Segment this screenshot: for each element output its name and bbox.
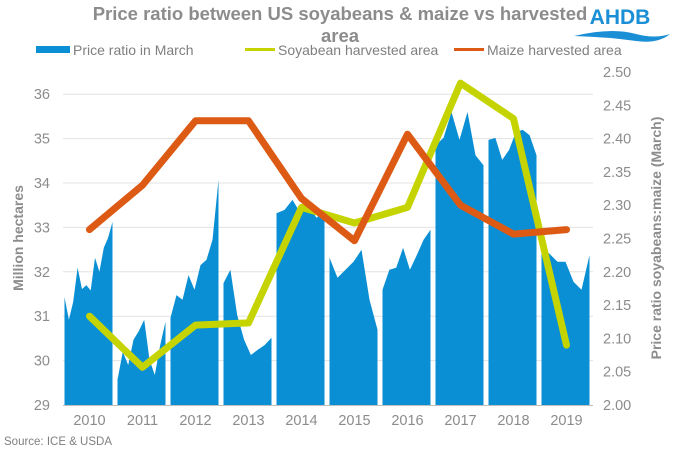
- y-left-tick-label: 34: [34, 176, 50, 192]
- x-tick-label: 2015: [338, 413, 370, 429]
- x-tick-label: 2013: [232, 413, 264, 429]
- harvested-area-lines: [86, 79, 570, 371]
- y-right-tick-label: 2.35: [603, 165, 631, 181]
- chart-title-line-2: area: [321, 25, 360, 46]
- legend-item-soyabean: Soyabean harvested area: [245, 42, 439, 58]
- y-axis-right-title: Price ratio soyabeans:maize (March): [648, 117, 664, 360]
- y-right-tick-label: 2.00: [603, 398, 631, 414]
- y-right-tick-label: 2.30: [603, 198, 631, 214]
- y-right-tick-label: 2.50: [603, 65, 631, 81]
- y-left-tick-label: 29: [34, 398, 50, 414]
- y-left-tick-label: 36: [34, 87, 50, 103]
- price-ratio-area-2015: [329, 249, 378, 405]
- y-axis-left: 29 30 31 32 33 34 35 36: [34, 87, 50, 414]
- y-right-tick-label: 2.25: [603, 232, 631, 248]
- legend-label-maize: Maize harvested area: [487, 42, 622, 58]
- logo-text: AHDB: [590, 6, 651, 29]
- y-left-tick-label: 32: [34, 265, 50, 281]
- source-note: Source: ICE & USDA: [4, 436, 112, 448]
- price-ratio-area-2017: [435, 112, 484, 405]
- y-right-tick-label: 2.40: [603, 132, 631, 148]
- x-axis: 2010 2011 2012 2013 2014 2015 2016 2017 2018 2019: [63, 405, 593, 429]
- x-tick-label: 2018: [497, 413, 529, 429]
- x-tick-label: 2012: [179, 413, 211, 429]
- price-ratio-area-2018: [488, 129, 537, 405]
- maize-harvested-area-line: [86, 117, 570, 245]
- ahdb-logo: AHDB: [574, 6, 670, 42]
- legend-label-price-ratio: Price ratio in March: [73, 42, 194, 58]
- x-tick-label: 2017: [444, 413, 476, 429]
- y-right-tick-label: 2.05: [603, 365, 631, 381]
- x-tick-label: 2019: [550, 413, 582, 429]
- legend-item-maize: Maize harvested area: [454, 42, 622, 58]
- legend-swatch-soyabean: [245, 48, 275, 51]
- y-right-tick-label: 2.45: [603, 98, 631, 114]
- y-left-tick-label: 33: [34, 220, 50, 236]
- y-right-tick-label: 2.20: [603, 265, 631, 281]
- y-right-tick-label: 2.10: [603, 331, 631, 347]
- price-ratio-area-2013: [223, 269, 272, 405]
- y-left-tick-label: 35: [34, 132, 50, 148]
- x-tick-label: 2014: [285, 413, 317, 429]
- legend: Price ratio in March Soyabean harvested …: [36, 42, 622, 58]
- y-axis-right: 2.00 2.05 2.10 2.15 2.20 2.25 2.30 2.35 2.40 2.45…: [603, 65, 631, 414]
- price-ratio-area-2014: [276, 199, 325, 405]
- legend-swatch-maize: [454, 48, 484, 51]
- legend-item-price-ratio: Price ratio in March: [36, 42, 194, 58]
- legend-swatch-price-ratio: [36, 46, 70, 53]
- legend-label-soyabean: Soyabean harvested area: [278, 42, 439, 58]
- y-left-tick-label: 31: [34, 309, 50, 325]
- y-axis-left-title: Million hectares: [10, 185, 26, 291]
- x-tick-label: 2016: [391, 413, 423, 429]
- logo-swoosh: [574, 30, 670, 42]
- price-ratio-area-2012: [170, 179, 219, 405]
- chart-title-line-1: Price ratio between US soyabeans & maize…: [93, 3, 588, 24]
- price-ratio-area-2016: [382, 229, 431, 405]
- x-tick-label: 2011: [127, 413, 158, 429]
- x-tick-label: 2010: [73, 413, 105, 429]
- y-left-tick-label: 30: [34, 354, 50, 370]
- y-right-tick-label: 2.15: [603, 298, 631, 314]
